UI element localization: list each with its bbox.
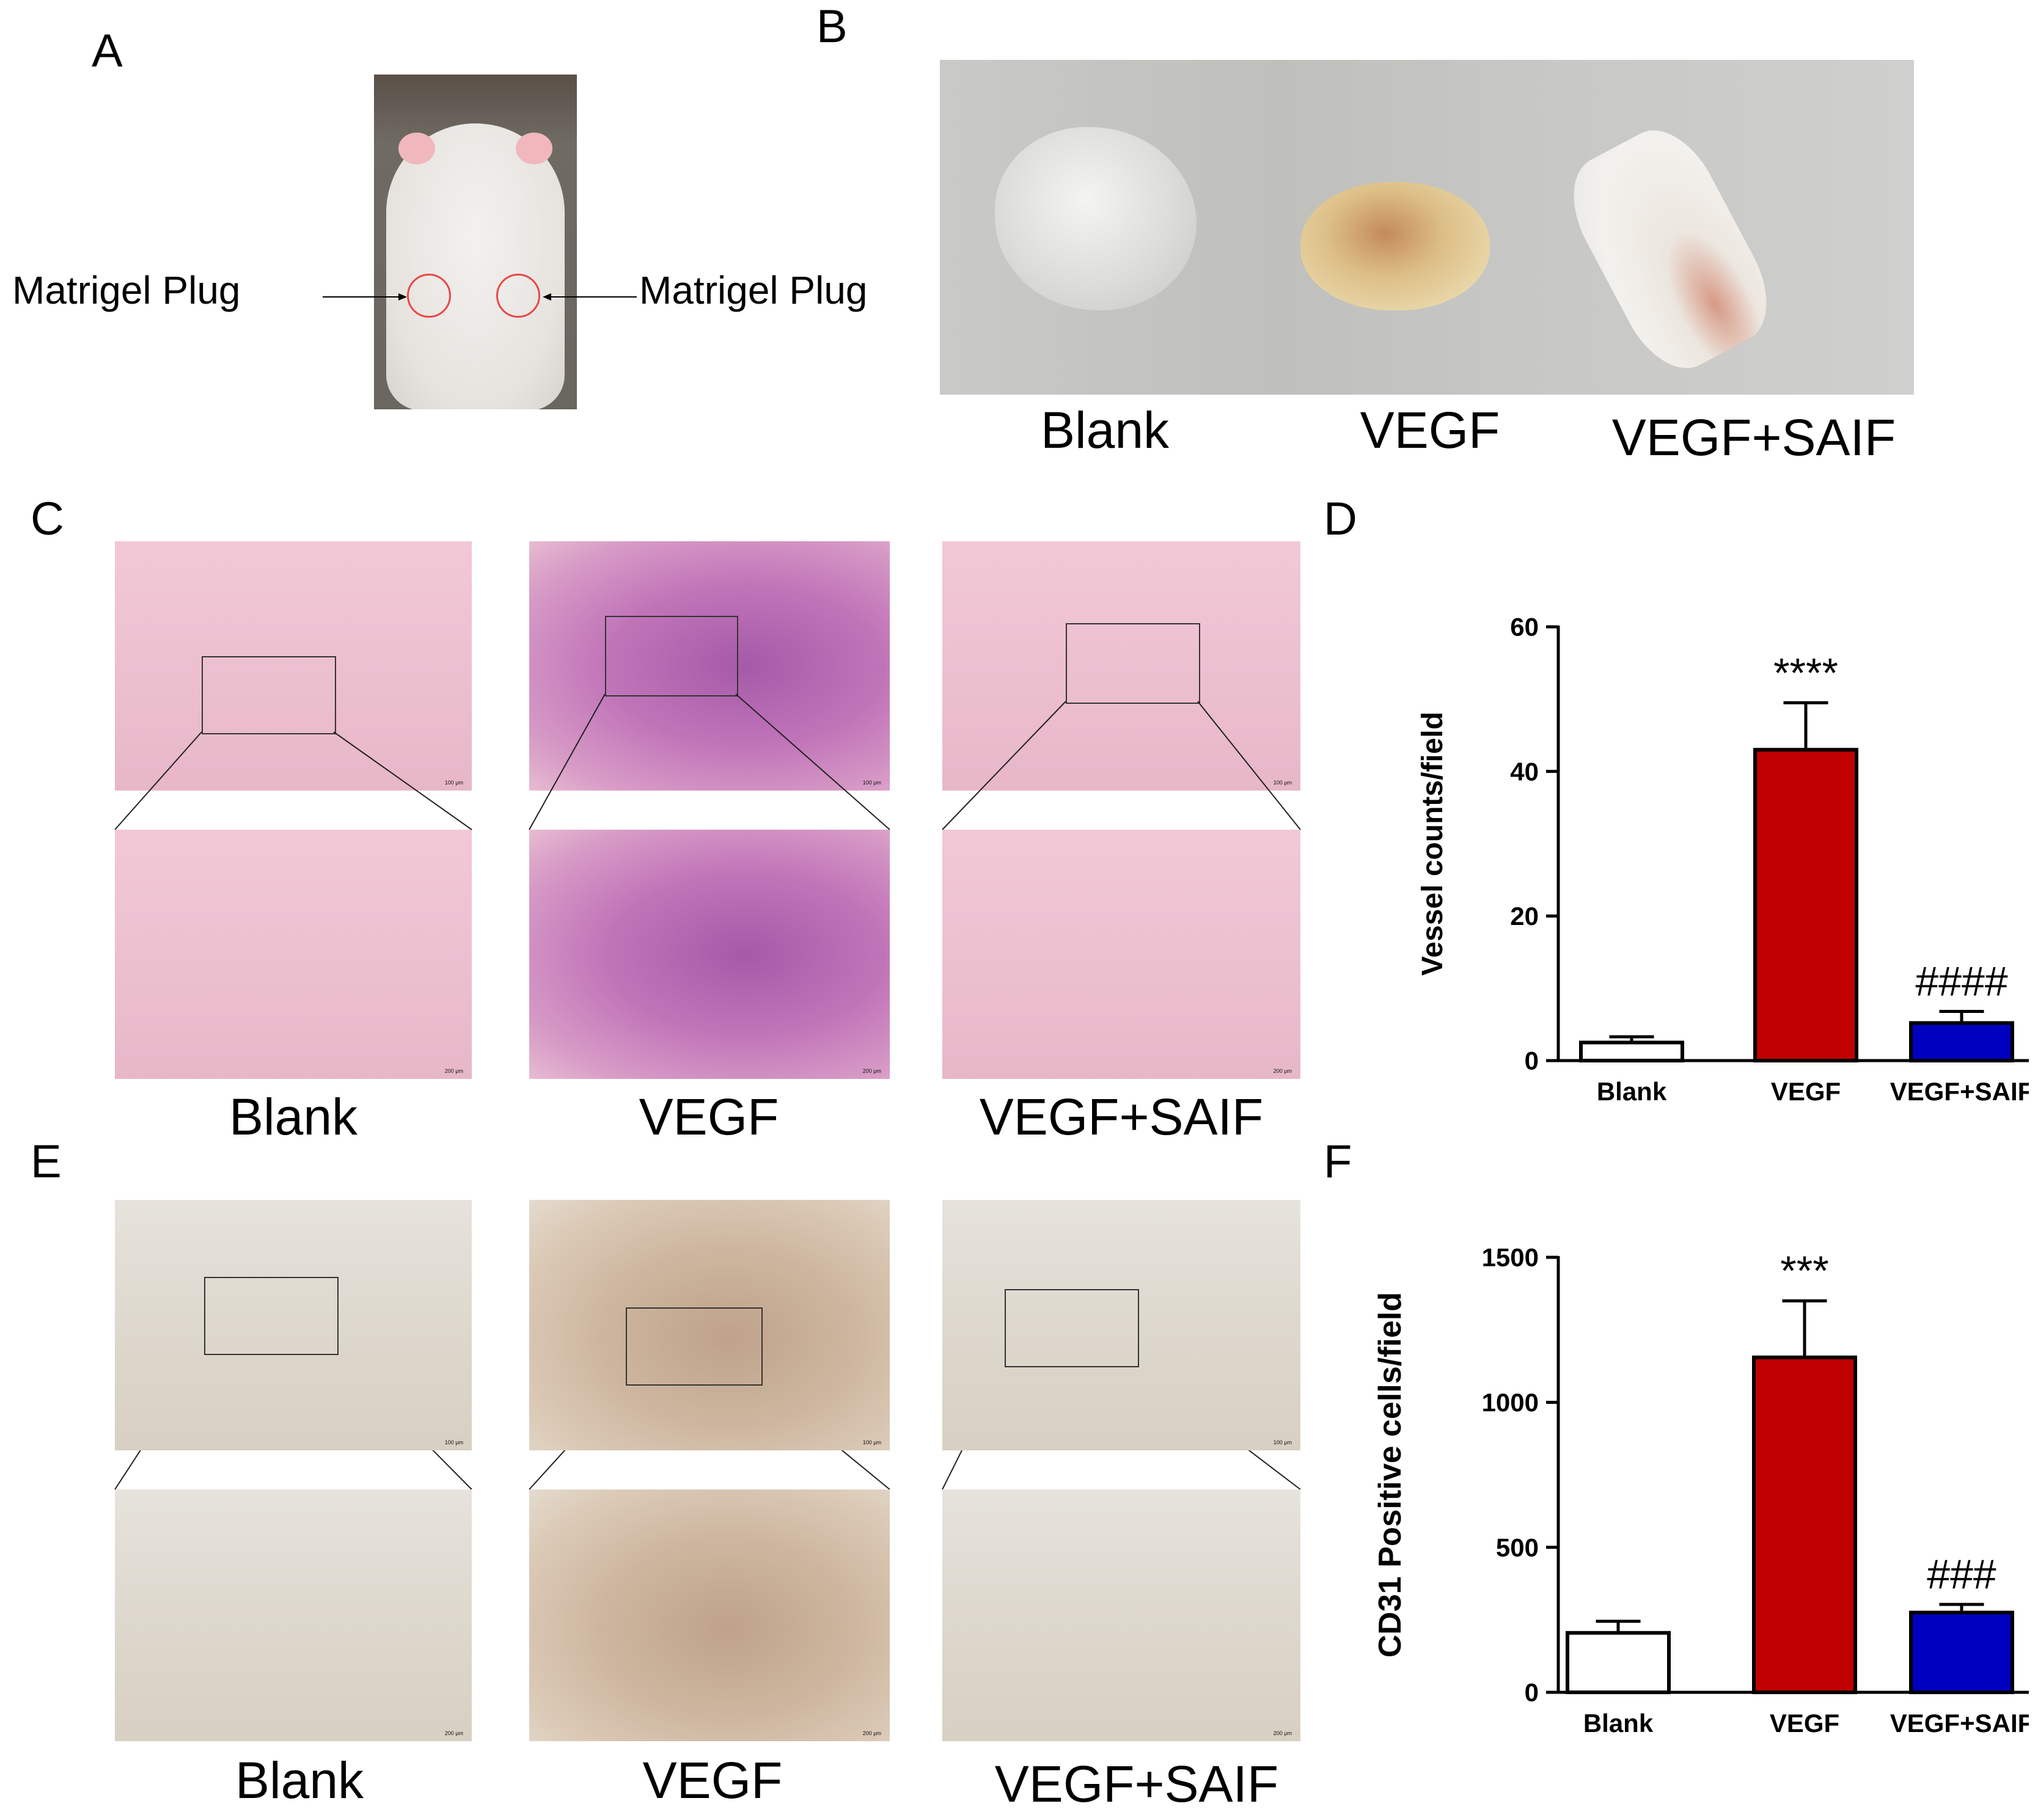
he-vegf-saif-low: 100 μm	[942, 541, 1300, 791]
ihc-blank-low: 100 μm	[115, 1200, 472, 1450]
bar-vegf-saif	[1909, 1021, 2014, 1063]
inset-box	[204, 1277, 339, 1355]
scale-bar: 200 μm	[1273, 1068, 1292, 1074]
ihc-vegf-saif-high: 200 μm	[942, 1489, 1300, 1741]
panel-letter-d: D	[1324, 493, 1357, 545]
ihc-vegf-saif-low: 100 μm	[942, 1200, 1300, 1450]
y-tick-label: 20	[1510, 902, 1539, 930]
scale-bar: 100 μm	[1273, 780, 1292, 786]
inset-box	[1066, 623, 1200, 704]
caption-e-vegf: VEGF	[642, 1752, 783, 1809]
he-vegf-saif-high: 200 μm	[942, 830, 1300, 1079]
y-tick-label: 1000	[1482, 1388, 1539, 1417]
bar-vegf	[1752, 1355, 1857, 1694]
caption-e-blank: Blank	[235, 1752, 364, 1809]
ihc-vegf-high: 200 μm	[529, 1489, 890, 1741]
matrigel-label-left: Matrigel Plug	[12, 268, 241, 312]
category-label: VEGF+SAIF	[1890, 1077, 2029, 1106]
caption-c-blank: Blank	[229, 1088, 358, 1146]
y-tick-label: 500	[1496, 1533, 1539, 1562]
panel-letter-e: E	[31, 1136, 62, 1188]
y-tick-label: 40	[1510, 757, 1539, 786]
category-label: Blank	[1597, 1077, 1667, 1106]
scale-bar: 100 μm	[444, 1439, 463, 1445]
significance-label: ***	[1780, 1248, 1828, 1294]
inset-box	[605, 616, 738, 696]
panel-letter-f: F	[1324, 1136, 1352, 1188]
plug-circle-left	[407, 274, 451, 318]
caption-c-vegf-saif: VEGF+SAIF	[979, 1088, 1264, 1146]
category-label: Blank	[1583, 1709, 1654, 1738]
scale-bar: 100 μm	[862, 1439, 881, 1445]
bar-vegf	[1753, 748, 1858, 1063]
plug-photos	[940, 60, 1914, 395]
he-vegf-low: 100 μm	[529, 541, 890, 791]
panel-letter-b: B	[816, 1, 848, 53]
y-tick-label: 0	[1525, 1047, 1539, 1075]
caption-b-vegf: VEGF	[1360, 401, 1500, 459]
he-vegf-high: 200 μm	[529, 830, 890, 1079]
chart-f: 0 500 1000 1500 CD31 Positive cells/field Bla…	[1373, 1243, 2029, 1738]
inset-box	[626, 1307, 763, 1386]
matrigel-label-right: Matrigel Plug	[639, 268, 868, 312]
inset-box	[1005, 1289, 1139, 1367]
y-tick-label: 60	[1510, 613, 1539, 641]
ihc-blank-high: 200 μm	[115, 1489, 472, 1741]
he-blank-high: 200 μm	[115, 830, 472, 1079]
panel-letter-a: A	[92, 25, 123, 77]
caption-b-blank: Blank	[1040, 401, 1170, 459]
category-label: VEGF	[1770, 1709, 1839, 1738]
scale-bar: 200 μm	[862, 1068, 881, 1074]
scale-bar: 200 μm	[444, 1068, 463, 1074]
plug-circle-right	[496, 274, 540, 318]
category-label: VEGF+SAIF	[1890, 1709, 2029, 1738]
bar-blank	[1579, 1040, 1684, 1063]
significance-label: ####	[1915, 959, 2007, 1005]
ihc-vegf-low: 100 μm	[529, 1200, 890, 1450]
scale-bar: 100 μm	[1273, 1439, 1292, 1445]
significance-label: ###	[1927, 1551, 1996, 1598]
caption-c-vegf: VEGF	[639, 1088, 779, 1146]
significance-label: ****	[1773, 649, 1838, 696]
inset-box	[202, 656, 336, 734]
panel-a-arrows	[323, 293, 637, 301]
chart-d: 0 20 40 60 Vessel counts/field Blank **** VEGF #…	[1417, 613, 2029, 1106]
bar-blank	[1566, 1631, 1671, 1695]
caption-b-vegf-saif: VEGF+SAIF	[1611, 409, 1896, 466]
scale-bar: 100 μm	[862, 780, 881, 786]
y-tick-label: 0	[1525, 1678, 1539, 1707]
scale-bar: 100 μm	[444, 780, 463, 786]
y-axis-label: CD31 Positive cells/field	[1373, 1292, 1408, 1657]
plug-blank	[995, 127, 1197, 310]
y-tick-label: 1500	[1482, 1243, 1539, 1272]
category-label: VEGF	[1771, 1077, 1841, 1106]
scale-bar: 200 μm	[444, 1730, 463, 1736]
bar-vegf-saif	[1909, 1610, 2014, 1695]
mouse-photo	[374, 75, 577, 409]
panel-letter-c: C	[31, 493, 64, 545]
he-blank-low: 100 μm	[115, 541, 472, 791]
scale-bar: 200 μm	[1273, 1730, 1292, 1736]
y-axis-label: Vessel counts/field	[1417, 712, 1449, 976]
caption-e-vegf-saif: VEGF+SAIF	[994, 1755, 1279, 1813]
plug-vegf	[1300, 182, 1490, 310]
scale-bar: 200 μm	[862, 1730, 881, 1736]
